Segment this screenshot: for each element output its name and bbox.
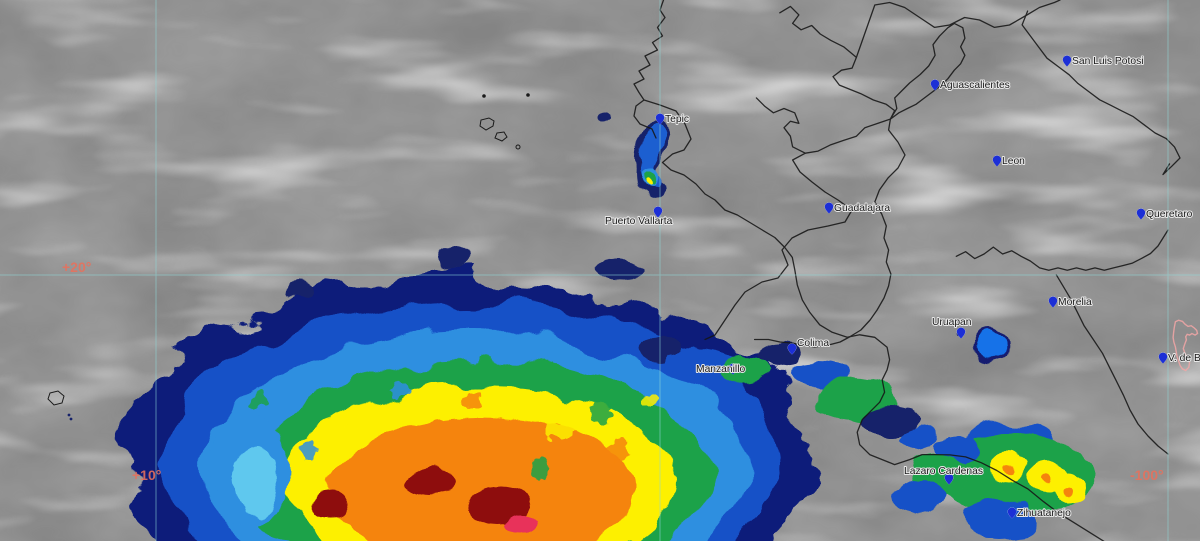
svg-text:V. de Bravo: V. de Bravo <box>1168 353 1200 364</box>
svg-text:Uruapan: Uruapan <box>932 317 972 328</box>
svg-text:Morelia: Morelia <box>1058 297 1092 308</box>
svg-text:Puerto Vallarta: Puerto Vallarta <box>605 216 673 227</box>
svg-text:Lazaro Cardenas: Lazaro Cardenas <box>904 466 983 477</box>
svg-text:+10°: +10° <box>132 467 161 483</box>
svg-text:Aguascalientes: Aguascalientes <box>940 80 1010 91</box>
svg-text:San Luis Potosi: San Luis Potosi <box>1072 56 1144 67</box>
svg-text:Zihuatanejo: Zihuatanejo <box>1017 508 1071 519</box>
svg-text:Manzanillo: Manzanillo <box>696 364 745 375</box>
svg-text:Queretaro: Queretaro <box>1146 209 1193 220</box>
svg-text:-100°: -100° <box>1130 467 1164 483</box>
svg-text:Tepic: Tepic <box>665 114 689 125</box>
svg-text:Guadalajara: Guadalajara <box>834 203 890 214</box>
svg-text:Leon: Leon <box>1002 156 1025 167</box>
svg-text:Colima: Colima <box>797 338 829 349</box>
svg-text:+20°: +20° <box>62 259 91 275</box>
